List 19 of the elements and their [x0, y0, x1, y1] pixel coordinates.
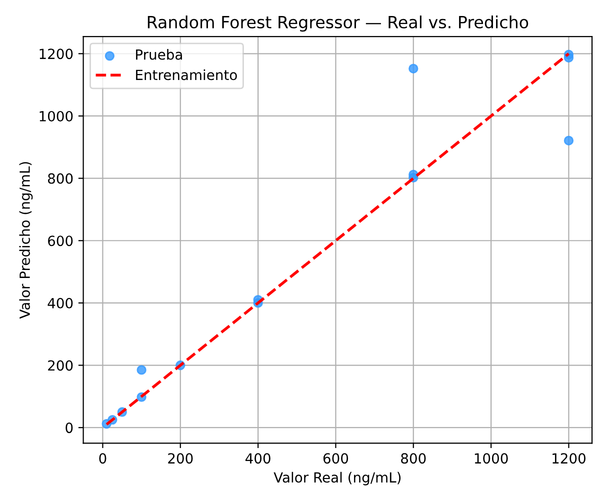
y-tick-label: 1200	[40, 48, 73, 60]
x-tick-label: 400	[245, 453, 270, 464]
x-tick-label: 600	[323, 453, 348, 464]
x-tick-label: 1000	[474, 453, 508, 464]
x-tick-label: 200	[168, 453, 193, 464]
x-axis-title: Valor Real (ng/mL)	[274, 472, 401, 486]
y-tick-label: 0	[66, 422, 73, 434]
x-tick-label: 800	[401, 453, 426, 464]
x-tick-label: 1200	[552, 453, 586, 464]
y-tick-label: 800	[48, 173, 73, 184]
y-tick-label: 600	[48, 236, 73, 246]
legend-label: Prueba	[136, 49, 182, 60]
legend-label: Entrenamiento	[136, 69, 237, 80]
chart-title: Random Forest Regressor — Real vs. Predicho	[148, 16, 528, 32]
y-tick-label: 200	[48, 360, 73, 371]
y-axis-title: Valor Predicho (ng/mL)	[19, 162, 33, 319]
y-tick-label: 1000	[40, 110, 73, 122]
y-tick-label: 400	[48, 298, 73, 308]
x-tick-label: 0	[99, 453, 106, 464]
